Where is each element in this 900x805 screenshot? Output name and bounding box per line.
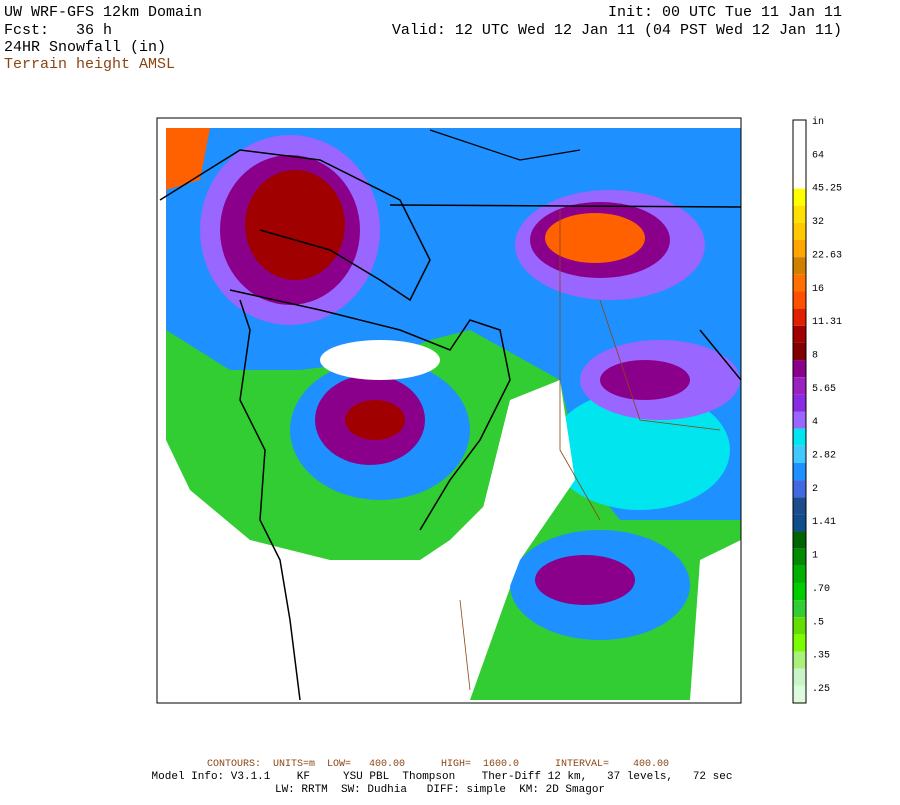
colorbar-label: 2.82: [812, 451, 836, 462]
colorbar-segment: [793, 154, 806, 172]
colorbar-segment: [793, 274, 806, 292]
colorbar-frame: [792, 119, 807, 704]
colorbar-segment: [793, 497, 806, 515]
colorbar-segment: [793, 342, 806, 361]
colorbar-segment: [793, 291, 806, 309]
title: UW WRF-GFS 12km Domain: [4, 4, 202, 21]
colorbar-segment: [793, 137, 806, 155]
colorbar-label: 4: [812, 417, 818, 428]
init: Init: 00 UTC Tue 11 Jan 11: [608, 4, 842, 21]
colorbar-segment: [793, 411, 806, 429]
colorbar-segment: [793, 548, 806, 566]
colorbar-segment: [793, 582, 806, 601]
colorbar-segment: [793, 428, 806, 446]
colorbar-segment: [793, 685, 806, 703]
colorbar-segment: [793, 394, 806, 412]
map: [156, 117, 742, 704]
colorbar-label: 11.31: [812, 317, 842, 328]
colorbar-segment: [793, 462, 806, 481]
colorbar-segment: [793, 377, 806, 395]
colorbar-segment: [793, 171, 806, 189]
colorbar-label: in: [812, 116, 824, 128]
colorbar-segment: [793, 617, 806, 635]
contour-info: CONTOURS: UNITS=m LOW= 400.00 HIGH= 1600…: [207, 759, 669, 770]
valid: Valid: 12 UTC Wed 12 Jan 11 (04 PST Wed …: [392, 22, 842, 39]
colorbar-label: .25: [812, 684, 830, 695]
field: 24HR Snowfall (in): [4, 39, 166, 56]
colorbar-label: 16: [812, 284, 824, 295]
colorbar-segment: [793, 600, 806, 618]
colorbar-segment: [793, 325, 806, 343]
colorbar-segment: [793, 120, 806, 138]
colorbar-label: 1: [812, 551, 818, 562]
colorbar: in 64 45.25 32 22.63 16 11.31 8 5.65 4 2.82 2 1.41 1.…: [792, 116, 842, 704]
colorbar-segment: [793, 445, 806, 463]
colorbar-label: 1.41: [812, 517, 836, 528]
colorbar-segment: [793, 257, 806, 275]
colorbar-label: 32: [812, 217, 824, 228]
colorbar-label: .35: [812, 651, 830, 662]
colorbar-label: 8: [812, 350, 818, 361]
colorbar-label: 64: [812, 150, 824, 161]
colorbar-segment: [793, 360, 806, 378]
colorbar-label: 2: [812, 484, 818, 495]
model-info: Model Info: V3.1.1 KF YSU PBL Thompson T…: [152, 771, 733, 783]
colorbar-segment: [793, 308, 806, 326]
terrain: Terrain height AMSL: [4, 56, 175, 73]
colorbar-segment: [793, 480, 806, 498]
colorbar-label: 5.65: [812, 384, 836, 395]
forecast: Fcst: 36 h: [4, 22, 112, 39]
colorbar-label: .70: [812, 584, 830, 595]
colorbar-segment: [793, 222, 806, 241]
colorbar-segment: [793, 240, 806, 258]
colorbar-segment: [793, 651, 806, 669]
colorbar-segment: [793, 188, 806, 206]
colorbar-label: 22.63: [812, 250, 842, 261]
colorbar-segment: [793, 668, 806, 686]
colorbar-segment: [793, 205, 806, 223]
colorbar-label: 45.25: [812, 184, 842, 195]
colorbar-segment: [793, 514, 806, 532]
colorbar-label: .5: [812, 617, 824, 628]
colorbar-segment: [793, 565, 806, 583]
physics-info: LW: RRTM SW: Dudhia DIFF: simple KM: 2D …: [275, 784, 605, 796]
colorbar-segment: [793, 634, 806, 652]
colorbar-segment: [793, 531, 806, 549]
